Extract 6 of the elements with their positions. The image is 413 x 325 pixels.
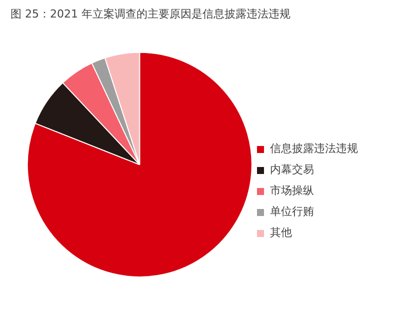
legend-label: 市场操纵 <box>270 183 314 198</box>
legend-label: 信息披露违法违规 <box>270 141 358 156</box>
legend-label: 内幕交易 <box>270 162 314 177</box>
legend-label: 单位行贿 <box>270 204 314 219</box>
legend-label: 其他 <box>270 225 292 240</box>
chart-title: 图 25：2021 年立案调查的主要原因是信息披露违法违规 <box>10 8 290 20</box>
